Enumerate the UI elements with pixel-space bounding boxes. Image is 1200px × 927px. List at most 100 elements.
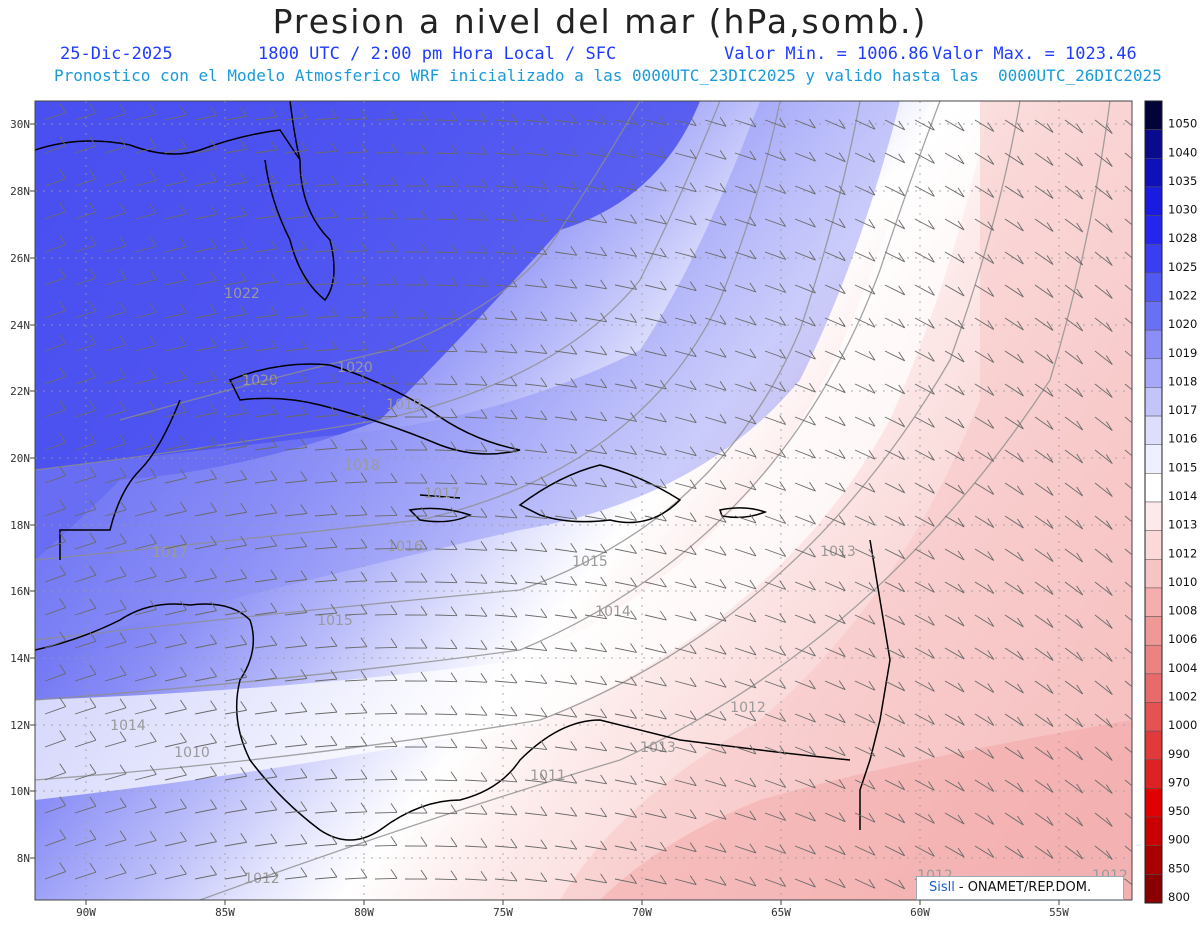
credit-box: Sisll - ONAMET/REP.DOM. (916, 876, 1124, 900)
colorbar-label: 1022 (1168, 289, 1197, 303)
colorbar-label: 1012 (1168, 546, 1197, 560)
lat-label: 20N (10, 452, 30, 465)
colorbar-swatch (1144, 874, 1163, 904)
colorbar-swatch (1144, 673, 1163, 703)
colorbar-swatch (1144, 559, 1163, 589)
latitude-labels: 30N 28N 26N 24N 22N 20N 18N 16N 14N 12N 10N 8N (10, 118, 35, 865)
colorbar-label: 1010 (1168, 575, 1197, 589)
colorbar-swatch (1144, 788, 1163, 818)
colorbar-swatch (1144, 444, 1163, 474)
colorbar-swatch (1144, 186, 1163, 216)
contour-label: 1012 (730, 700, 766, 716)
lon-label: 90W (76, 906, 96, 919)
lat-label: 14N (10, 652, 30, 665)
lat-label: 24N (10, 319, 30, 332)
colorbar-label: 1004 (1168, 661, 1197, 675)
colorbar-swatch (1144, 358, 1163, 388)
contour-label: 1017 (424, 486, 460, 502)
chart-title: Presion a nivel del mar (hPa,somb.) (272, 2, 928, 41)
contour-label: 1012 (244, 871, 280, 887)
colorbar-label: 1017 (1168, 403, 1197, 417)
contour-label: 1020 (337, 360, 373, 376)
lat-label: 30N (10, 118, 30, 131)
colorbar-label: 850 (1168, 861, 1190, 875)
lat-label: 8N (17, 852, 30, 865)
contour-label: 1013 (820, 544, 856, 560)
colorbar-label: 1025 (1168, 260, 1197, 274)
contour-labels: 1022 1020 1020 1019 1018 1017 1017 1016 1015 1015… (110, 286, 1128, 887)
contour-label: 1016 (387, 539, 423, 555)
lat-label: 16N (10, 585, 30, 598)
contour-label: 1018 (344, 458, 380, 474)
colorbar-label: 1050 (1168, 117, 1197, 131)
colorbar-label: 1015 (1168, 460, 1197, 474)
colorbar-swatch (1144, 100, 1163, 130)
colorbar-label: 970 (1168, 775, 1190, 789)
colorbar-label: 1020 (1168, 317, 1197, 331)
contour-label: 1013 (640, 740, 676, 756)
colorbar-label: 950 (1168, 804, 1190, 818)
colorbar-swatch (1144, 301, 1163, 331)
contour-label: 1019 (386, 397, 422, 413)
lat-label: 28N (10, 185, 30, 198)
lon-label: 55W (1049, 906, 1069, 919)
lon-label: 75W (493, 906, 513, 919)
colorbar-label: 1016 (1168, 432, 1197, 446)
contour-label: 1014 (110, 718, 146, 734)
contour-label: 1017 (152, 545, 188, 561)
colorbar-swatch (1144, 215, 1163, 245)
forecast-date: 25-Dic-2025 (60, 44, 173, 64)
colorbar-swatch (1144, 473, 1163, 503)
colorbar-label: 1013 (1168, 518, 1197, 532)
colorbar-swatch (1144, 129, 1163, 159)
colorbar-label: 1002 (1168, 690, 1197, 704)
colorbar-label: 990 (1168, 747, 1190, 761)
colorbar-label: 1000 (1168, 718, 1197, 732)
colorbar-swatch (1144, 616, 1163, 646)
credit-text: - ONAMET/REP.DOM. (958, 880, 1092, 895)
lat-label: 12N (10, 719, 30, 732)
colorbar-label: 1019 (1168, 346, 1197, 360)
colorbar-swatch (1144, 816, 1163, 846)
colorbar-swatch (1144, 730, 1163, 761)
colorbar-label: 1006 (1168, 632, 1197, 646)
lon-label: 70W (632, 906, 652, 919)
contour-label: 1022 (224, 286, 260, 302)
colorbar-swatch (1144, 272, 1163, 302)
lat-label: 22N (10, 385, 30, 398)
contour-label: 1020 (242, 373, 278, 389)
lon-label: 60W (910, 906, 930, 919)
colorbar-label: 1035 (1168, 174, 1197, 188)
colorbar-swatch (1144, 702, 1163, 732)
colorbar-swatch (1144, 759, 1163, 789)
colorbar-swatch (1144, 415, 1163, 445)
max-value: Valor Max. = 1023.46 (932, 44, 1137, 64)
lat-label: 10N (10, 785, 30, 798)
colorbar-swatch (1144, 644, 1163, 675)
colorbar: 1050 1040 1035 1030 1028 1025 1022 1020 1019 1018… (1144, 100, 1197, 904)
lat-label: 26N (10, 252, 30, 265)
lon-label: 85W (215, 906, 235, 919)
colorbar-label: 1040 (1168, 145, 1197, 159)
colorbar-swatch (1144, 845, 1163, 875)
colorbar-swatch (1144, 329, 1163, 360)
contour-label: 1015 (572, 554, 608, 570)
min-value: Valor Min. = 1006.86 (724, 44, 929, 64)
contour-label: 1015 (317, 613, 353, 629)
colorbar-swatch (1144, 243, 1163, 274)
wind-barbs (44, 103, 1132, 893)
coastlines (35, 101, 891, 841)
colorbar-label: 1028 (1168, 231, 1197, 245)
colorbar-swatch (1144, 501, 1163, 531)
colorbar-swatch (1144, 587, 1163, 617)
colorbar-swatch (1144, 530, 1163, 560)
forecast-time: 1800 UTC / 2:00 pm Hora Local / SFC (258, 44, 617, 64)
colorbar-swatch (1144, 158, 1163, 188)
model-info: Pronostico con el Modelo Atmosferico WRF… (54, 66, 1162, 85)
colorbar-label: 1018 (1168, 374, 1197, 388)
lon-label: 80W (354, 906, 374, 919)
lon-label: 65W (771, 906, 791, 919)
longitude-labels: 90W 85W 80W 75W 70W 65W 60W 55W (76, 900, 1069, 919)
colorbar-label: 1030 (1168, 203, 1197, 217)
